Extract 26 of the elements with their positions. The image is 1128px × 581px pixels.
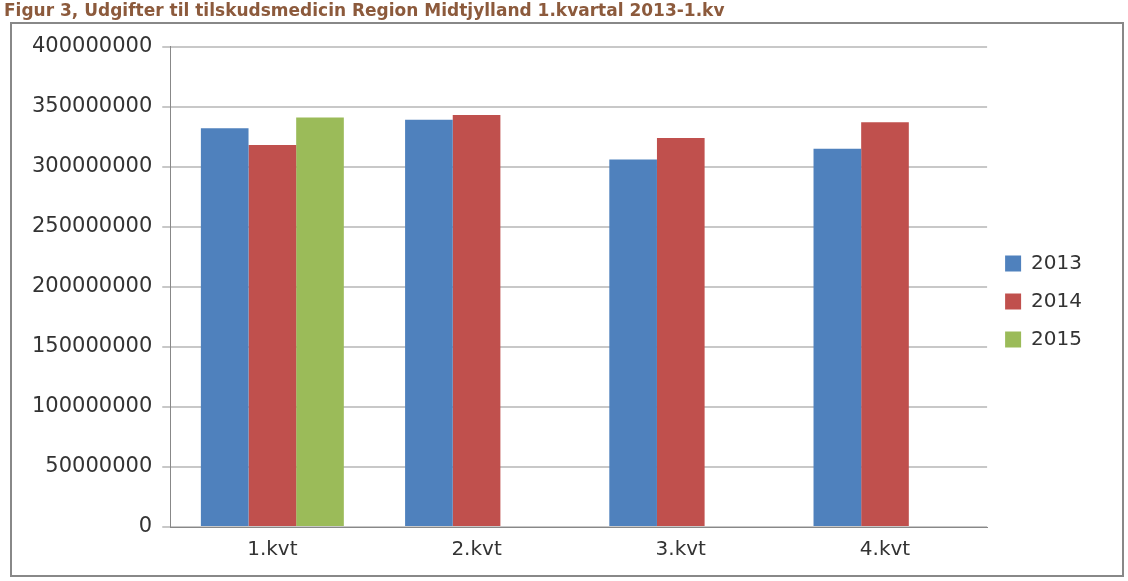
x-tick-label: 4.kvt — [859, 536, 911, 561]
x-tick-label: 3.kvt — [655, 536, 707, 561]
x-tick-label: 2.kvt — [451, 536, 502, 561]
y-tick-label: 300000000 — [32, 153, 153, 178]
legend-label: 2015 — [1031, 325, 1083, 350]
bar — [296, 117, 344, 526]
bar — [861, 122, 909, 526]
bar — [656, 137, 705, 526]
chart-title: Figur 3, Udgifter til tilskudsmedicin Region Midtjylland 1.kvartal 2013-1.kv — [4, 0, 725, 20]
bar — [405, 119, 453, 526]
y-tick-label: 200000000 — [32, 273, 153, 298]
y-tick-label: 150000000 — [32, 333, 153, 358]
y-tick-label: 0 — [138, 513, 153, 538]
y-tick-label: 400000000 — [32, 33, 153, 58]
bar — [200, 128, 249, 526]
y-tick-label: 100000000 — [32, 393, 153, 418]
bar — [452, 115, 501, 526]
bar — [813, 148, 862, 526]
y-tick-label: 350000000 — [32, 93, 153, 118]
x-tick-label: 1.kvt — [247, 536, 298, 561]
y-tick-label: 50000000 — [45, 453, 153, 478]
legend-label: 2013 — [1031, 249, 1083, 274]
legend-label: 2014 — [1031, 287, 1083, 312]
bar — [609, 159, 657, 526]
bar — [248, 145, 297, 526]
y-tick-label: 250000000 — [32, 213, 153, 238]
